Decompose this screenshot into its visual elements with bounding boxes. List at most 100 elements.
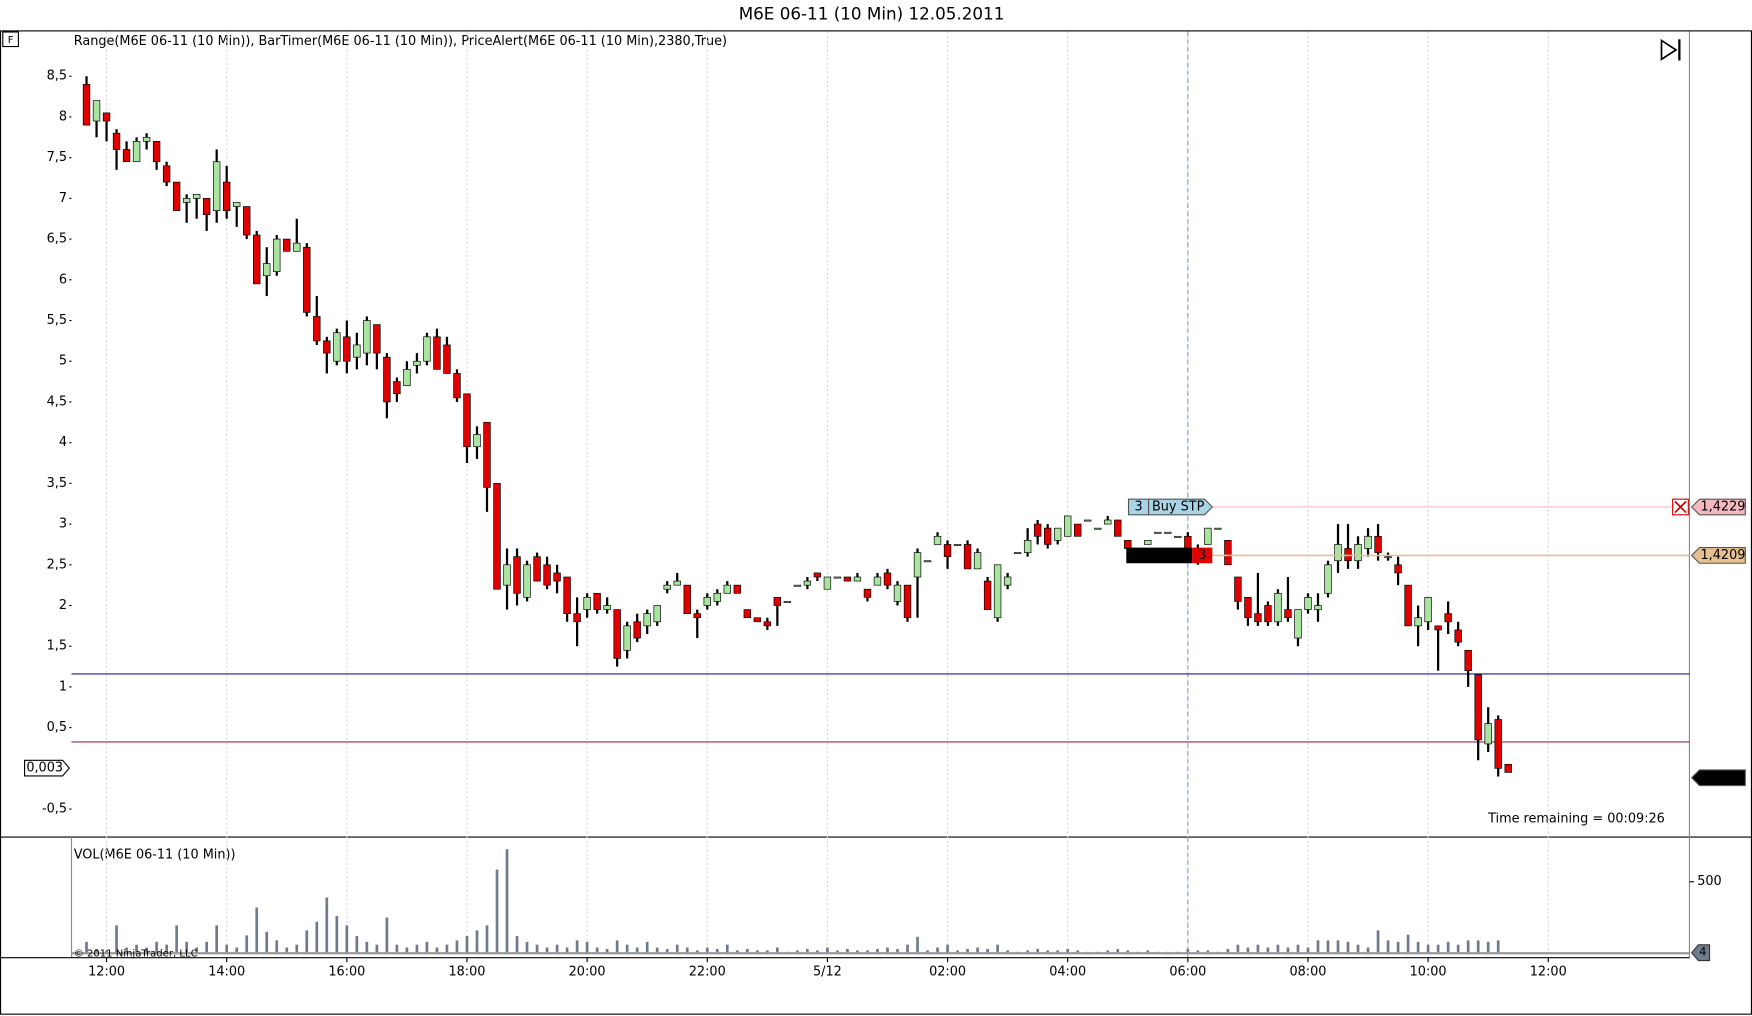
candle-body bbox=[573, 613, 581, 623]
candle-body bbox=[993, 564, 1002, 619]
volume-bar bbox=[85, 941, 88, 954]
candle-body bbox=[1124, 540, 1132, 549]
volume-bar bbox=[1026, 950, 1029, 954]
volume-bar bbox=[435, 947, 439, 954]
candle-body bbox=[112, 132, 121, 150]
y-tick-label: 3 bbox=[59, 517, 67, 532]
candle-body bbox=[903, 584, 912, 619]
volume-bar bbox=[1036, 948, 1039, 954]
volume-bar bbox=[765, 950, 769, 954]
candle-body bbox=[293, 242, 301, 252]
corner-box[interactable] bbox=[2, 31, 19, 48]
volume-bar bbox=[215, 925, 219, 954]
volume-bar bbox=[806, 948, 809, 954]
candle-body bbox=[1454, 629, 1462, 643]
y-tick-label: 8 bbox=[59, 109, 67, 124]
indicator-label: Range(M6E 06-11 (10 Min)), BarTimer(M6E … bbox=[74, 34, 727, 49]
volume-last-label: 4 bbox=[1699, 946, 1706, 959]
candle-body bbox=[192, 193, 201, 199]
candle-body bbox=[1314, 605, 1322, 610]
volume-bar bbox=[125, 947, 128, 954]
volume-bar bbox=[1466, 940, 1470, 954]
volume-bar bbox=[185, 941, 188, 954]
order-cancel[interactable] bbox=[1672, 498, 1689, 516]
candle-body bbox=[1374, 535, 1382, 553]
candle-body bbox=[1164, 531, 1172, 534]
volume-bar bbox=[715, 948, 719, 954]
candle-body bbox=[783, 601, 792, 603]
volume-bar bbox=[255, 907, 259, 954]
copyright: © 2011 NinjaTrader, LLC bbox=[74, 948, 198, 959]
candle-body bbox=[853, 576, 862, 582]
order-qty: 3 bbox=[1134, 499, 1142, 514]
x-tick-label: 18:00 bbox=[448, 965, 485, 980]
volume-bar bbox=[1126, 950, 1130, 954]
candle-body bbox=[703, 597, 711, 606]
corner-label[interactable]: F bbox=[8, 35, 14, 46]
volume-bar bbox=[1276, 944, 1280, 954]
candle-body bbox=[563, 576, 571, 614]
position-qty-box bbox=[1192, 547, 1213, 564]
volume-bar bbox=[986, 948, 989, 954]
corner-button[interactable]: F bbox=[2, 31, 19, 48]
candle-body bbox=[1484, 723, 1492, 745]
candle-body bbox=[633, 621, 641, 639]
x-tick-label: 10:00 bbox=[1410, 965, 1447, 980]
grid: 12:00 14:00 16:00 18:00 20:00 22:00 5/12 02:00 0… bbox=[0, 31, 1690, 980]
volume-bar bbox=[195, 947, 198, 954]
candle-body bbox=[172, 181, 181, 211]
candle-body bbox=[1174, 535, 1182, 538]
candle-body bbox=[673, 580, 681, 586]
x-tick-label: 5/12 bbox=[813, 965, 842, 980]
skip-end-button[interactable] bbox=[1660, 38, 1681, 61]
volume-bar bbox=[836, 950, 839, 954]
volume-bar bbox=[165, 944, 168, 954]
candle-body bbox=[1003, 576, 1012, 586]
volume-bar bbox=[265, 931, 269, 954]
candle-body bbox=[303, 246, 311, 313]
candle-body bbox=[1444, 613, 1452, 623]
volume-bar bbox=[1186, 948, 1190, 954]
volume-bar bbox=[145, 947, 148, 954]
candle-body bbox=[1294, 609, 1302, 639]
candle-body bbox=[152, 141, 161, 163]
y-tick-label: 6 bbox=[59, 272, 67, 287]
candle-body bbox=[523, 564, 531, 598]
candle-body bbox=[813, 572, 822, 578]
candle-body bbox=[353, 344, 361, 358]
y-tick-label: 3,5 bbox=[47, 476, 67, 491]
volume-bar bbox=[1056, 950, 1060, 954]
candle-body bbox=[132, 141, 141, 163]
candle-body bbox=[162, 165, 171, 183]
order-cancel-x[interactable] bbox=[1674, 500, 1687, 514]
y-tick-label: 1,5 bbox=[47, 639, 67, 654]
candle-body bbox=[763, 621, 772, 627]
volume-last-tag bbox=[1690, 944, 1711, 962]
candle-body bbox=[833, 576, 842, 579]
candle-body bbox=[873, 576, 882, 586]
candle-body bbox=[1234, 576, 1242, 602]
candle-body bbox=[743, 609, 751, 619]
candle-body bbox=[663, 584, 671, 590]
candle-body bbox=[1254, 613, 1262, 623]
volume-bar bbox=[1146, 950, 1150, 954]
candle-body bbox=[1154, 531, 1162, 534]
volume-bar bbox=[1306, 947, 1310, 954]
candle-body bbox=[1474, 674, 1482, 741]
volume-bar bbox=[936, 947, 939, 954]
y-tick-label: 7 bbox=[59, 191, 67, 206]
candle-body bbox=[723, 584, 731, 594]
skip-icon[interactable] bbox=[1660, 38, 1678, 61]
volume-bar bbox=[355, 936, 359, 954]
candle-body bbox=[1404, 584, 1412, 627]
volume-bar bbox=[1236, 944, 1240, 954]
volume-bar bbox=[1426, 944, 1430, 954]
volume-bar bbox=[1416, 941, 1420, 954]
volume-bar bbox=[1316, 940, 1320, 954]
x-tick-label: 20:00 bbox=[569, 965, 606, 980]
position-pnl: $273,00 bbox=[1132, 548, 1185, 563]
volume-bar bbox=[896, 948, 899, 954]
candle-body bbox=[92, 100, 101, 122]
volume-bar bbox=[846, 948, 849, 954]
volume-bar bbox=[1256, 944, 1260, 954]
